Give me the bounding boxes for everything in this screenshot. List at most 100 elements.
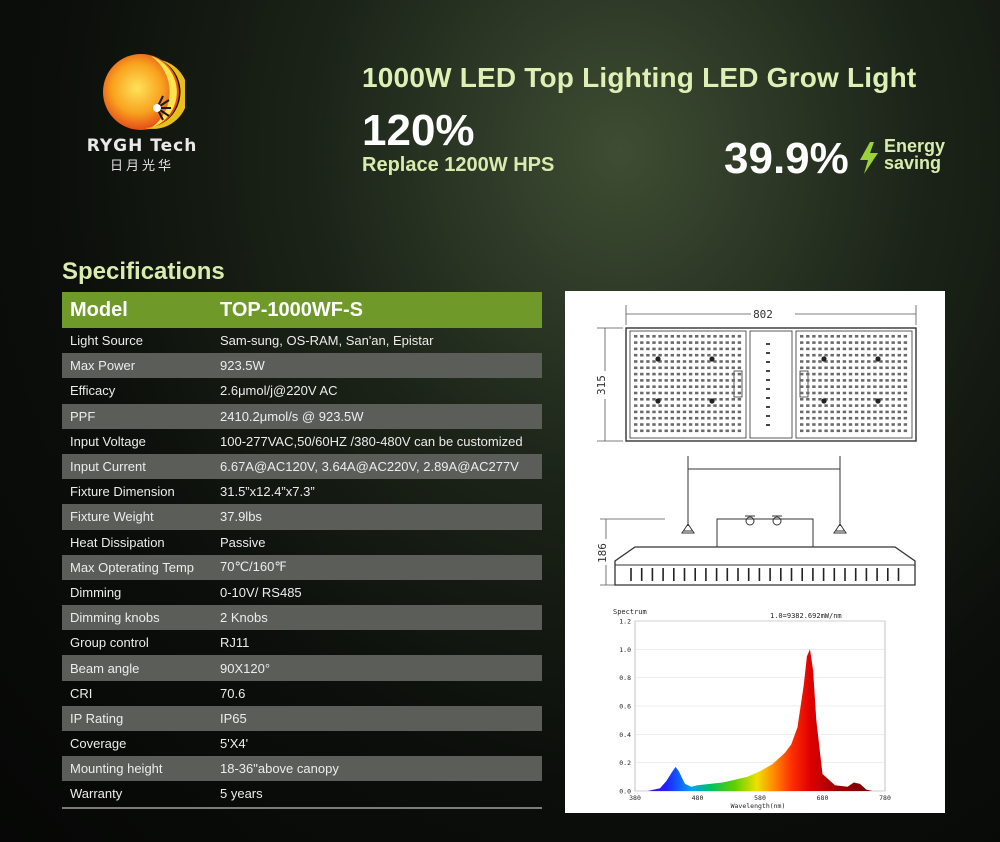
led-chip bbox=[800, 341, 804, 344]
led-chip bbox=[737, 335, 742, 338]
led-chip bbox=[879, 341, 883, 344]
led-chip bbox=[867, 360, 871, 363]
led-chip bbox=[824, 360, 828, 363]
led-chip bbox=[682, 385, 687, 388]
led-chip bbox=[897, 423, 901, 426]
led-chip bbox=[891, 379, 895, 382]
led-chip bbox=[682, 347, 687, 351]
led-chip bbox=[719, 379, 723, 382]
led-chip bbox=[806, 335, 810, 338]
led-chip bbox=[800, 379, 804, 382]
led-chip bbox=[725, 341, 729, 344]
led-chip bbox=[897, 341, 901, 344]
led-chip bbox=[640, 341, 644, 344]
led-chip bbox=[812, 391, 816, 395]
led-chip bbox=[873, 341, 877, 344]
led-chip bbox=[873, 429, 877, 433]
led-chip bbox=[725, 353, 729, 357]
led-chip bbox=[676, 391, 681, 395]
driver-vent bbox=[766, 361, 770, 363]
spectrum-chart: Spectrum 1.0=9382.692mW/nm Wavelength(nm… bbox=[613, 608, 891, 810]
spec-key: Beam angle bbox=[70, 660, 140, 676]
led-chip bbox=[903, 416, 908, 420]
spec-value: Sam-sung, OS-RAM, San'an, Epistar bbox=[220, 333, 434, 349]
spec-key: Fixture Dimension bbox=[70, 484, 175, 500]
led-chip bbox=[812, 360, 816, 363]
led-chip bbox=[719, 429, 723, 433]
led-chip bbox=[670, 385, 674, 388]
spec-key: Input Voltage bbox=[70, 433, 146, 449]
led-chip bbox=[688, 335, 693, 338]
led-chip bbox=[879, 379, 883, 382]
screw-hole bbox=[709, 398, 715, 404]
led-chip bbox=[891, 341, 895, 344]
led-chip bbox=[707, 366, 711, 370]
led-chip bbox=[670, 410, 674, 414]
led-chip bbox=[903, 410, 908, 414]
led-chip bbox=[695, 385, 699, 388]
led-chip bbox=[891, 423, 895, 426]
led-chip bbox=[731, 385, 735, 388]
led-chip bbox=[652, 366, 656, 370]
led-chip bbox=[658, 385, 662, 388]
led-chip bbox=[830, 353, 834, 357]
spec-key: CRI bbox=[70, 685, 93, 701]
led-chip bbox=[861, 360, 865, 363]
led-chip bbox=[867, 347, 871, 351]
led-chip bbox=[867, 366, 871, 370]
x-tick-label: 380 bbox=[629, 794, 641, 802]
led-chip bbox=[725, 347, 729, 351]
led-chip bbox=[818, 372, 822, 376]
led-chip bbox=[652, 429, 656, 433]
led-chip bbox=[903, 372, 908, 376]
led-chip bbox=[664, 398, 668, 401]
led-chip bbox=[800, 398, 804, 401]
led-chip bbox=[836, 379, 840, 382]
led-chip bbox=[873, 335, 877, 338]
led-chip bbox=[658, 398, 662, 401]
led-chip bbox=[885, 341, 889, 344]
spec-value: 100-277VAC,50/60HZ /380-480V can be cust… bbox=[220, 433, 523, 449]
spec-key: Dimming bbox=[70, 584, 122, 600]
led-chip bbox=[676, 398, 681, 401]
led-chip bbox=[879, 429, 883, 433]
led-chip bbox=[652, 398, 656, 401]
screw-hole bbox=[875, 356, 881, 362]
led-chip bbox=[836, 353, 840, 357]
led-chip bbox=[885, 385, 889, 388]
led-chip bbox=[670, 347, 674, 351]
spec-row: Beam angle 90X120° bbox=[62, 655, 542, 681]
spec-value: 70℃/160℉ bbox=[220, 559, 287, 575]
led-chip bbox=[634, 341, 638, 344]
led-chip bbox=[885, 391, 889, 395]
energy-saving-label: Energy saving bbox=[884, 137, 945, 172]
led-chip bbox=[658, 335, 662, 338]
led-chip bbox=[830, 416, 834, 420]
led-chip bbox=[885, 372, 889, 376]
led-chip bbox=[713, 404, 717, 407]
led-chip bbox=[867, 353, 871, 357]
led-chip bbox=[731, 423, 735, 426]
led-chip bbox=[658, 423, 662, 426]
led-chip bbox=[701, 347, 705, 351]
led-chip bbox=[891, 385, 895, 388]
led-chip bbox=[848, 372, 853, 376]
led-chip bbox=[688, 391, 693, 395]
led-chip bbox=[737, 404, 742, 407]
led-chip bbox=[737, 360, 742, 363]
spec-row: Max Power 923.5W bbox=[62, 353, 542, 379]
spec-value: 2 Knobs bbox=[220, 610, 268, 626]
led-chip bbox=[701, 372, 705, 376]
led-chip bbox=[737, 347, 742, 351]
led-chip bbox=[818, 379, 822, 382]
spec-header-key: Model bbox=[70, 298, 128, 321]
led-chip bbox=[664, 335, 668, 338]
led-chip bbox=[664, 366, 668, 370]
led-chip bbox=[731, 341, 735, 344]
led-chip bbox=[634, 347, 638, 351]
led-chip bbox=[806, 341, 810, 344]
led-chip bbox=[848, 404, 853, 407]
led-chip bbox=[713, 423, 717, 426]
led-chip bbox=[737, 398, 742, 401]
top-view-drawing bbox=[597, 305, 917, 442]
